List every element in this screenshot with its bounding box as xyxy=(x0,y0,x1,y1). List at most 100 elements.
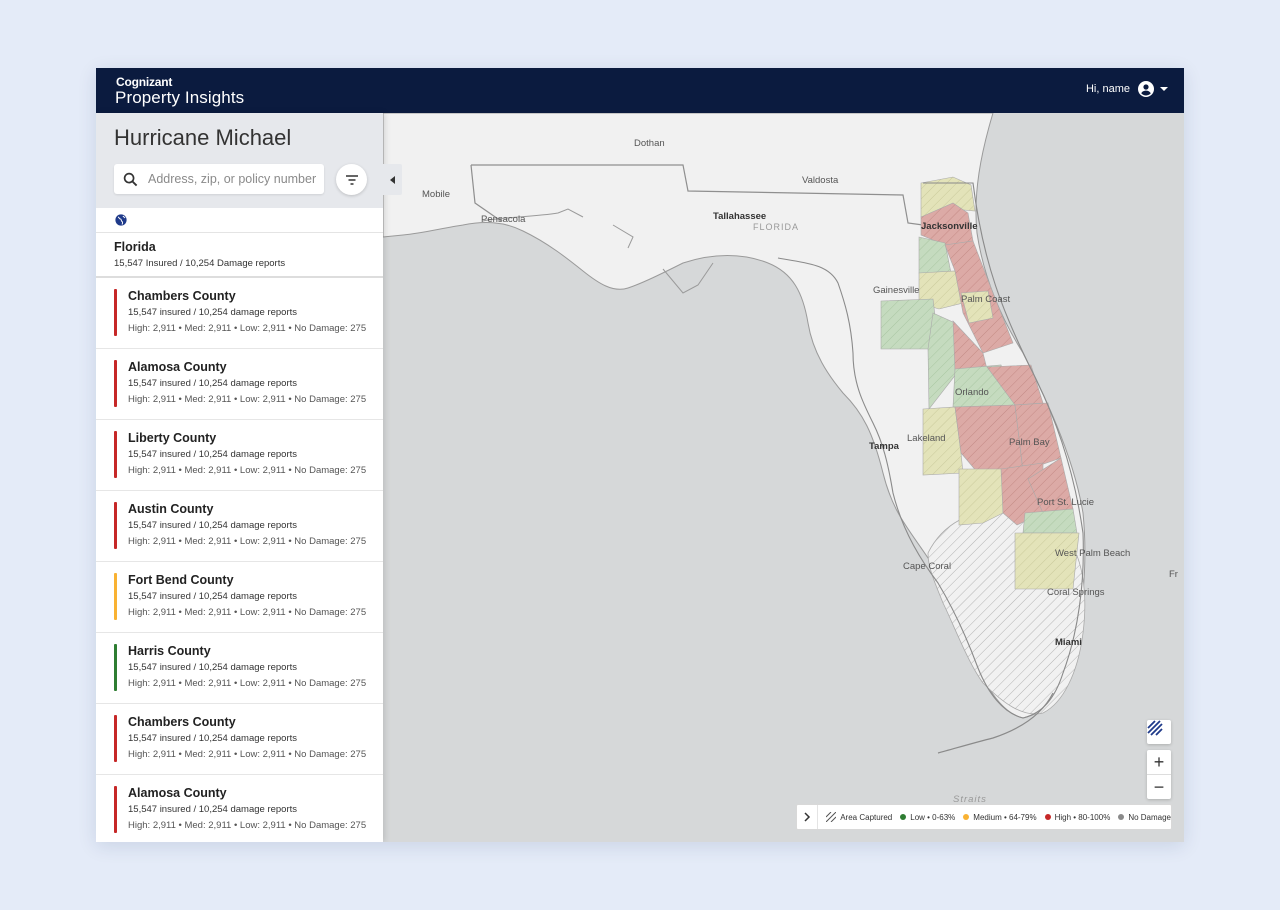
map-label-florida: FLORIDA xyxy=(753,222,799,232)
damage-level-bar xyxy=(114,431,117,478)
region-name: Florida xyxy=(114,240,156,254)
map-label-palm-coast: Palm Coast xyxy=(961,294,1010,305)
chevron-down-icon xyxy=(1160,87,1168,91)
caret-left-icon xyxy=(390,175,395,184)
county-breakdown: High: 2,911 • Med: 2,911 • Low: 2,911 • … xyxy=(128,394,367,405)
damage-level-bar xyxy=(114,715,117,762)
app-window: Cognizant Property Insights Hi, name xyxy=(96,68,1184,842)
map-label-jacksonville: Jacksonville xyxy=(921,221,978,232)
county-overlay[interactable] xyxy=(880,176,1080,590)
county-name: Fort Bend County xyxy=(128,573,234,587)
map-view[interactable]: Dothan Valdosta Mobile Pensacola Tallaha… xyxy=(383,113,1184,842)
map-label-straits: Straits xyxy=(953,794,987,805)
county-list-item[interactable]: Austin County 15,547 insured / 10,254 da… xyxy=(96,491,383,562)
county-name: Harris County xyxy=(128,644,211,658)
account-circle-icon xyxy=(1138,81,1154,97)
county-breakdown: High: 2,911 • Med: 2,911 • Low: 2,911 • … xyxy=(128,465,367,476)
collapse-sidebar-button[interactable] xyxy=(383,164,402,195)
legend-area-captured-label: Area Captured xyxy=(840,812,893,822)
legend-no-damage-label: No Damage xyxy=(1128,812,1171,822)
hatch-icon xyxy=(1147,720,1163,736)
map-label-orlando: Orlando xyxy=(955,387,989,398)
county-list-item[interactable]: Harris County 15,547 insured / 10,254 da… xyxy=(96,633,383,704)
county-breakdown: High: 2,911 • Med: 2,911 • Low: 2,911 • … xyxy=(128,749,367,760)
map-legend: Area Captured Low • 0-63% Medium • 64-79… xyxy=(796,804,1172,830)
county-insured: 15,547 insured / 10,254 damage reports xyxy=(128,733,298,744)
county-name: Austin County xyxy=(128,502,214,516)
user-greeting: Hi, name xyxy=(1085,83,1130,95)
zoom-in-button[interactable]: + xyxy=(1147,750,1171,775)
map-label-port-st-lucie: Port St. Lucie xyxy=(1037,497,1094,508)
county-list-item[interactable]: Alamosa County 15,547 insured / 10,254 d… xyxy=(96,775,383,842)
county-insured: 15,547 insured / 10,254 damage reports xyxy=(128,378,298,389)
user-menu[interactable]: Hi, name xyxy=(1086,81,1168,97)
map-label-tampa: Tampa xyxy=(869,441,900,452)
map-label-mobile: Mobile xyxy=(422,189,450,200)
top-bar: Cognizant Property Insights Hi, name xyxy=(96,68,1184,113)
low-dot-icon xyxy=(900,814,907,820)
filter-button[interactable] xyxy=(336,164,367,195)
damage-level-bar xyxy=(114,360,117,407)
legend-medium: Medium • 64-79% xyxy=(963,812,1037,822)
map-label-miami: Miami xyxy=(1055,637,1082,648)
search-input[interactable] xyxy=(146,171,320,187)
damage-level-bar xyxy=(114,786,117,833)
legend-no-damage: No Damage xyxy=(1118,813,1171,822)
county-list-item[interactable]: Alamosa County 15,547 insured / 10,254 d… xyxy=(96,349,383,420)
damage-level-bar xyxy=(114,573,117,620)
brand-company: Cognizant xyxy=(116,75,173,89)
damage-level-bar xyxy=(114,502,117,549)
hatch-icon xyxy=(826,812,837,822)
state-border xyxy=(470,164,924,226)
map-label-coral-springs: Coral Springs xyxy=(1047,587,1105,598)
map-label-dothan: Dothan xyxy=(634,138,665,149)
legend-high: High • 80-100% xyxy=(1044,812,1111,822)
region-summary[interactable]: Florida 15,547 Insured / 10,254 Damage r… xyxy=(96,233,383,278)
county-insured: 15,547 insured / 10,254 damage reports xyxy=(128,520,298,531)
brand-product: Property Insights xyxy=(115,88,245,107)
event-title: Hurricane Michael xyxy=(114,125,292,150)
florida-keys xyxy=(937,692,1054,754)
damage-level-bar xyxy=(114,644,117,691)
county-list-item[interactable]: Liberty County 15,547 insured / 10,254 d… xyxy=(96,420,383,491)
chevron-right-icon xyxy=(804,812,811,822)
globe-icon[interactable] xyxy=(115,214,127,226)
legend-low: Low • 0-63% xyxy=(900,813,955,822)
sidebar-panel: Hurricane Michael Florida 15,5 xyxy=(96,113,383,842)
medium-dot-icon xyxy=(963,814,970,820)
high-dot-icon xyxy=(1044,814,1051,820)
county-breakdown: High: 2,911 • Med: 2,911 • Low: 2,911 • … xyxy=(128,607,367,618)
map-label-cape-coral: Cape Coral xyxy=(903,561,951,572)
no-damage-dot-icon xyxy=(1118,814,1125,820)
county-breakdown: High: 2,911 • Med: 2,911 • Low: 2,911 • … xyxy=(128,323,367,334)
county-name: Alamosa County xyxy=(128,786,227,800)
area-captured-toggle-button[interactable] xyxy=(1147,720,1171,744)
county-name: Alamosa County xyxy=(128,360,227,374)
map-label-pensacola: Pensacola xyxy=(481,214,526,225)
sidebar-header: Hurricane Michael xyxy=(96,113,383,208)
county-breakdown: High: 2,911 • Med: 2,911 • Low: 2,911 • … xyxy=(128,678,367,689)
county-list-item[interactable]: Fort Bend County 15,547 insured / 10,254… xyxy=(96,562,383,633)
zoom-controls: + − xyxy=(1147,750,1171,799)
zoom-out-button[interactable]: − xyxy=(1153,776,1165,797)
county-list-item[interactable]: Chambers County 15,547 insured / 10,254 … xyxy=(96,704,383,775)
map-label-gainesville: Gainesville xyxy=(873,285,919,296)
county-name: Chambers County xyxy=(128,715,236,729)
county-insured: 15,547 insured / 10,254 damage reports xyxy=(128,804,298,815)
map-label-west-palm-beach: West Palm Beach xyxy=(1055,548,1130,559)
legend-high-label: High • 80-100% xyxy=(1054,812,1111,822)
legend-medium-label: Medium • 64-79% xyxy=(973,812,1037,822)
gulf-coast-detail xyxy=(482,208,714,294)
legend-low-label: Low • 0-63% xyxy=(910,812,956,822)
county-insured: 15,547 insured / 10,254 damage reports xyxy=(128,662,298,673)
breadcrumb xyxy=(96,208,383,233)
legend-area-captured: Area Captured xyxy=(826,812,892,822)
map-label-valdosta: Valdosta xyxy=(802,175,839,186)
map-label-lakeland: Lakeland xyxy=(907,433,946,444)
map-canvas[interactable]: Dothan Valdosta Mobile Pensacola Tallaha… xyxy=(383,113,1184,842)
county-list-item[interactable]: Chambers County 15,547 insured / 10,254 … xyxy=(96,278,383,349)
county-insured: 15,547 insured / 10,254 damage reports xyxy=(128,449,298,460)
search-box[interactable] xyxy=(114,164,324,194)
florida-coastline xyxy=(777,182,1084,719)
legend-expand-button[interactable] xyxy=(797,805,819,829)
